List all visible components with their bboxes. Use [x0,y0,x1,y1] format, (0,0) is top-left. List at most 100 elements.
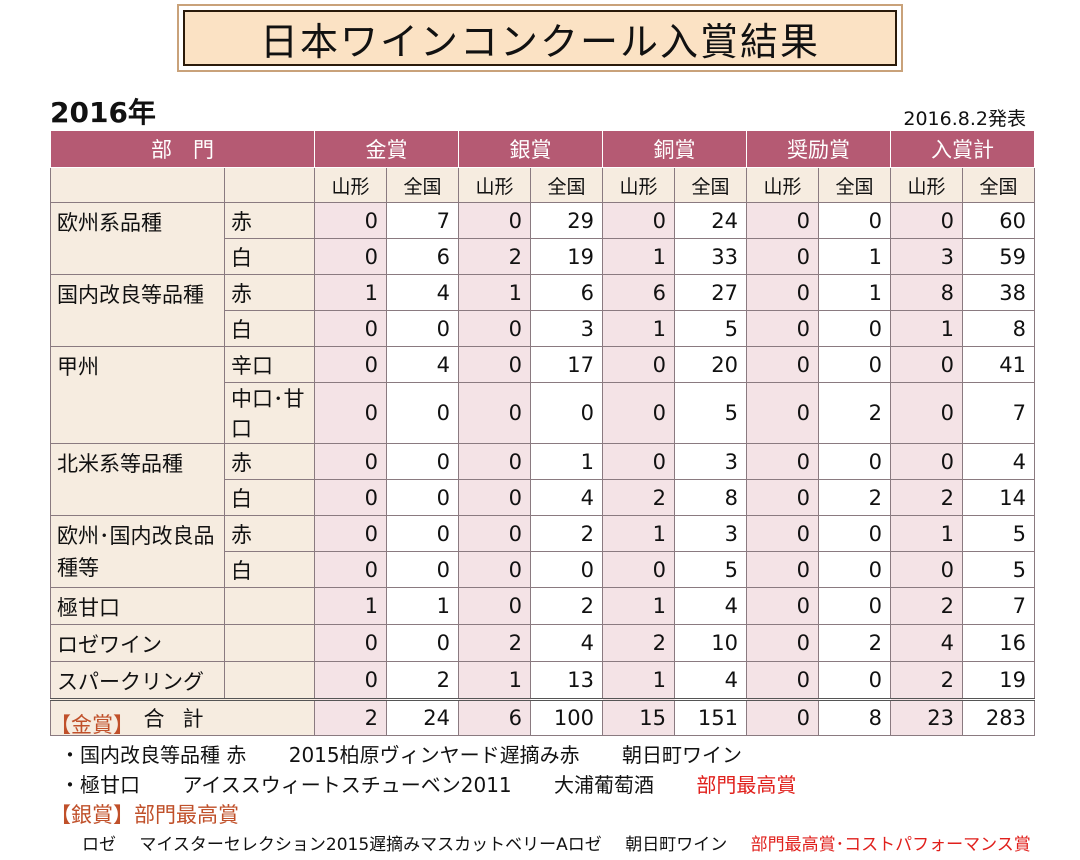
value-cell: 27 [674,274,747,311]
value-cell: 1 [818,274,891,311]
value-cell: 1 [530,443,603,480]
value-cell: 0 [890,346,963,383]
value-cell: 0 [746,515,819,552]
table-row: 白 0 0 0 4 2 8 0 2 2 14 [51,479,1035,516]
subheader-cell: 全国 [674,167,747,203]
value-cell: 0 [458,479,531,516]
value-cell: 0 [818,443,891,480]
value-cell: 0 [746,624,819,662]
category-cell: 甲州 [50,346,225,444]
value-cell: 0 [746,587,819,625]
value-cell: 0 [602,202,675,239]
subheader-cell: 全国 [962,167,1035,203]
note-winery: 朝日町ワイン [621,743,742,767]
announcement-date: 2016.8.2発表 [903,108,1026,130]
type-cell: 白 [224,238,315,275]
value-cell: 2 [530,587,603,625]
gold-note-1: ・国内改良等品種 赤 2015柏原ヴィンヤード遅摘み赤 朝日町ワイン [50,740,1050,770]
category-cell: スパークリング [50,661,225,700]
value-cell: 5 [674,310,747,347]
value-cell: 1 [314,274,387,311]
type-cell: 白 [224,310,315,347]
value-cell: 4 [530,479,603,516]
value-cell: 0 [890,551,963,588]
value-cell: 7 [962,587,1035,625]
value-cell: 2 [890,587,963,625]
note-winery: 大浦葡萄酒 [554,773,655,797]
note-item: ロゼ [82,835,116,855]
category-cell: 欧州･国内改良品種等 [50,515,225,588]
value-cell: 4 [890,624,963,662]
type-cell [224,661,315,700]
value-cell: 4 [386,274,459,311]
value-cell: 2 [818,382,891,444]
subheader-cell: 山形 [458,167,531,203]
value-cell: 0 [314,202,387,239]
value-cell: 3 [890,238,963,275]
value-cell: 0 [602,551,675,588]
value-cell: 1 [602,515,675,552]
value-cell: 0 [386,551,459,588]
type-cell: 辛口 [224,346,315,383]
value-cell: 0 [458,443,531,480]
value-cell: 0 [818,551,891,588]
total-label: 合計 [50,699,315,736]
value-cell: 5 [962,551,1035,588]
note-winery: 朝日町ワイン [625,835,728,855]
total-value-cell: 0 [746,699,819,736]
value-cell: 1 [602,310,675,347]
value-cell: 1 [602,587,675,625]
value-cell: 0 [458,515,531,552]
value-cell: 5 [674,382,747,444]
subheader-cell: 全国 [386,167,459,203]
header-total: 入賞計 [890,130,1035,168]
value-cell: 0 [890,202,963,239]
total-value-cell: 23 [890,699,963,736]
value-cell: 0 [602,382,675,444]
value-cell: 1 [602,238,675,275]
value-cell: 20 [674,346,747,383]
value-cell: 2 [458,238,531,275]
value-cell: 1 [314,587,387,625]
type-cell: 白 [224,551,315,588]
value-cell: 1 [602,661,675,700]
value-cell: 1 [890,515,963,552]
value-cell: 60 [962,202,1035,239]
value-cell: 0 [746,382,819,444]
value-cell: 0 [458,587,531,625]
subheader-row: 山形 全国 山形 全国 山形 全国 山形 全国 山形 全国 [50,167,1035,203]
value-cell: 0 [314,515,387,552]
subheader-cell: 山形 [890,167,963,203]
table-row: 国内改良等品種赤 1 4 1 6 6 27 0 1 8 38 [50,274,1035,347]
value-cell: 0 [530,551,603,588]
table-row: 北米系等品種赤 0 0 0 1 0 3 0 0 0 4 [50,443,1035,516]
value-cell: 1 [386,587,459,625]
value-cell: 0 [386,382,459,444]
value-cell: 2 [602,624,675,662]
table-row: 中口･甘口 0 0 0 0 0 5 0 2 0 7 [51,382,1035,444]
total-value-cell: 2 [314,699,387,736]
value-cell: 2 [386,661,459,700]
table-row: スパークリング 0 2 1 13 1 4 0 0 2 19 [50,661,1035,700]
gold-heading: 【金賞】 [50,713,134,737]
value-cell: 16 [962,624,1035,662]
type-cell: 白 [224,479,315,516]
value-cell: 0 [458,551,531,588]
value-cell: 2 [530,515,603,552]
note-wine: 2015柏原ヴィンヤード遅摘み赤 [288,743,580,767]
value-cell: 0 [314,479,387,516]
type-cell [224,624,315,662]
type-cell [224,587,315,625]
results-table: 部 門 金賞 銀賞 銅賞 奨励賞 入賞計 山形 全国 山形 全国 山形 全国 山… [50,130,1035,736]
value-cell: 0 [818,661,891,700]
value-cell: 3 [674,443,747,480]
note-wine: アイススウィートスチューベン2011 [182,773,512,797]
value-cell: 0 [386,310,459,347]
value-cell: 4 [962,443,1035,480]
value-cell: 0 [746,551,819,588]
value-cell: 4 [386,346,459,383]
value-cell: 1 [458,661,531,700]
value-cell: 2 [458,624,531,662]
value-cell: 0 [530,382,603,444]
value-cell: 38 [962,274,1035,311]
